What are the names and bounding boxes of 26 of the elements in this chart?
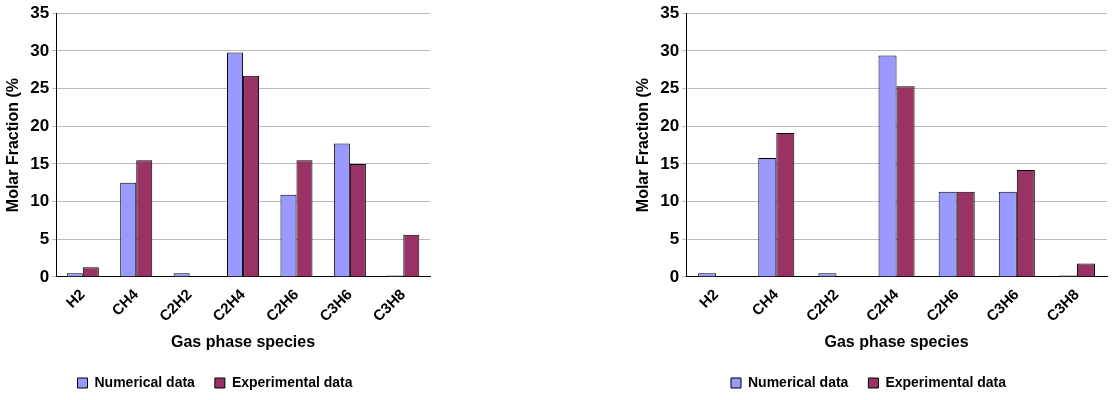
y-axis-title: Molar Fraction (%	[634, 77, 652, 213]
y-tick-label: 0	[39, 266, 50, 286]
y-tick-label: 25	[30, 78, 50, 98]
y-tick-label: 30	[30, 40, 50, 60]
y-tick-label: 20	[30, 115, 50, 135]
x-tick-label: H2	[62, 285, 88, 311]
x-axis-title: Gas phase species	[171, 332, 316, 350]
legend-label: Numerical data	[748, 373, 849, 390]
y-tick-label: 10	[30, 191, 50, 211]
legend-label: Experimental data	[231, 373, 353, 390]
y-tick-label: 30	[660, 40, 680, 60]
y-tick-label: 25	[660, 78, 680, 98]
y-tick-label: 20	[660, 115, 680, 135]
y-tick-label: 5	[669, 228, 680, 248]
y-tick-label: 15	[30, 153, 50, 173]
x-tick-label: H2	[695, 285, 722, 311]
y-tick-label: 35	[660, 2, 680, 22]
legend-label: Experimental data	[885, 373, 1007, 390]
legend-label: Numerical data	[94, 373, 196, 390]
y-tick-label: 10	[660, 191, 680, 211]
y-tick-label: 0	[669, 266, 680, 286]
y-axis-title: Molar Fraction (%	[4, 77, 22, 213]
y-tick-label: 5	[39, 228, 50, 248]
y-tick-label: 15	[660, 153, 680, 173]
x-axis-title: Gas phase species	[824, 332, 969, 350]
y-tick-label: 35	[30, 2, 50, 22]
